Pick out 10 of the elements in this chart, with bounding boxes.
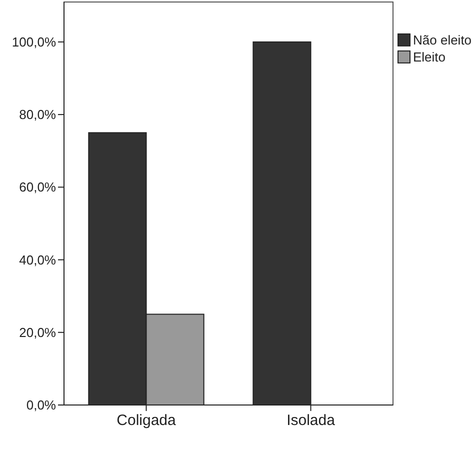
y-tick-label: 60,0%: [19, 180, 56, 195]
y-tick-label: 100,0%: [12, 34, 56, 50]
x-tick-label: Isolada: [286, 412, 336, 429]
legend-label: Não eleito: [413, 32, 472, 48]
y-tick-label: 0,0%: [26, 398, 56, 413]
legend-label: Eleito: [413, 49, 446, 64]
y-tick-label: 20,0%: [19, 324, 56, 340]
x-tick-label: Coligada: [116, 412, 177, 429]
y-tick-label: 80,0%: [19, 107, 56, 122]
y-tick-label: 40,0%: [19, 252, 56, 268]
